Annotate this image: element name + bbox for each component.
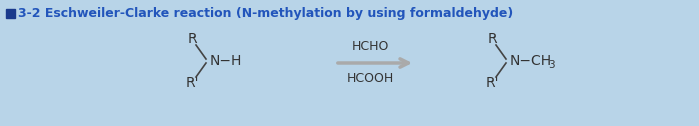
Text: R': R' xyxy=(485,76,499,90)
Text: N−H: N−H xyxy=(210,54,243,68)
Text: HCOOH: HCOOH xyxy=(347,72,394,86)
Bar xyxy=(6,9,15,18)
FancyArrowPatch shape xyxy=(338,59,408,67)
Text: 3-2 Eschweiler-Clarke reaction (N-methylation by using formaldehyde): 3-2 Eschweiler-Clarke reaction (N-methyl… xyxy=(18,8,513,21)
Text: R: R xyxy=(487,32,497,46)
Text: R': R' xyxy=(185,76,199,90)
Text: 3: 3 xyxy=(548,60,554,70)
Text: HCHO: HCHO xyxy=(352,39,389,53)
Text: R: R xyxy=(187,32,197,46)
Text: N−CH: N−CH xyxy=(510,54,552,68)
